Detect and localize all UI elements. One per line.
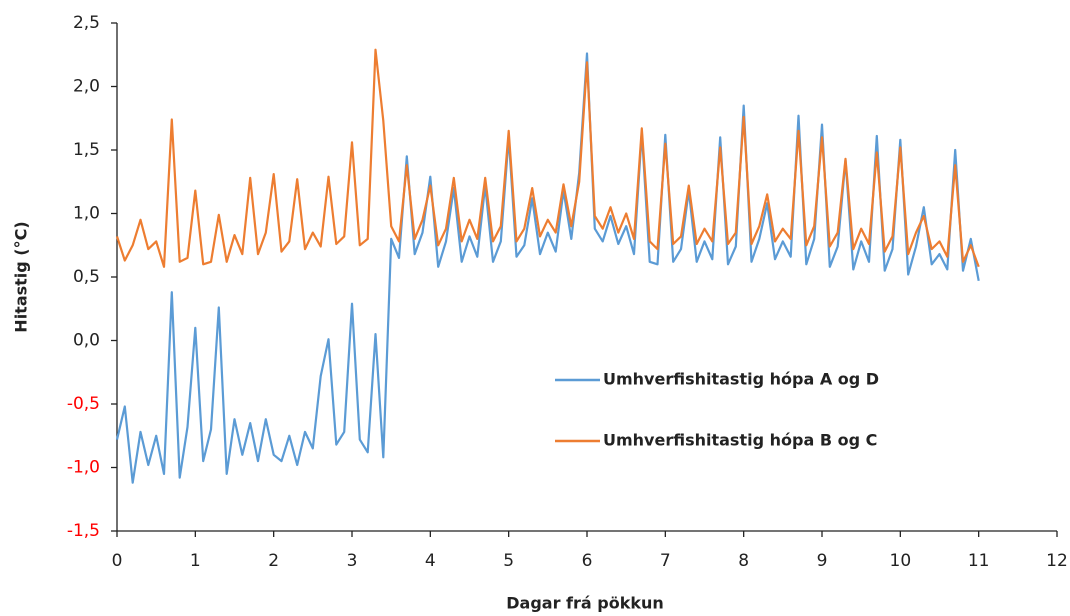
series-line	[115, 52, 980, 484]
x-tick-label: 10	[890, 551, 912, 571]
x-tick-label: 12	[1046, 551, 1068, 571]
x-tick-label: 1	[190, 551, 201, 571]
legend-label: Umhverfishitastig hópa A og D	[603, 370, 879, 389]
y-tick-label: 1,0	[73, 204, 100, 224]
y-tick-label: -0,5	[67, 394, 100, 414]
x-tick-label: 7	[660, 551, 671, 571]
y-tick-label: -1,0	[67, 458, 100, 478]
y-axis-title: Hitastig (°C)	[12, 221, 31, 332]
x-tick-label: 11	[968, 551, 990, 571]
x-tick-label: 2	[268, 551, 279, 571]
x-tick-label: 5	[503, 551, 514, 571]
legend-label: Umhverfishitastig hópa B og C	[603, 431, 877, 450]
x-axis-title: Dagar frá pökkun	[506, 594, 664, 613]
series-line	[115, 48, 980, 268]
y-tick-label: 0,5	[73, 267, 100, 287]
y-tick-label: 0,0	[73, 331, 100, 351]
x-tick-label: 6	[582, 551, 593, 571]
x-tick-label: 4	[425, 551, 436, 571]
y-tick-label: 2,0	[73, 77, 100, 97]
y-tick-label: 2,5	[73, 13, 100, 33]
y-tick-label: 1,5	[73, 140, 100, 160]
y-tick-label: -1,5	[67, 521, 100, 541]
x-tick-label: 3	[347, 551, 358, 571]
x-tick-label: 8	[738, 551, 749, 571]
x-tick-label: 9	[817, 551, 828, 571]
x-tick-label: 0	[112, 551, 123, 571]
